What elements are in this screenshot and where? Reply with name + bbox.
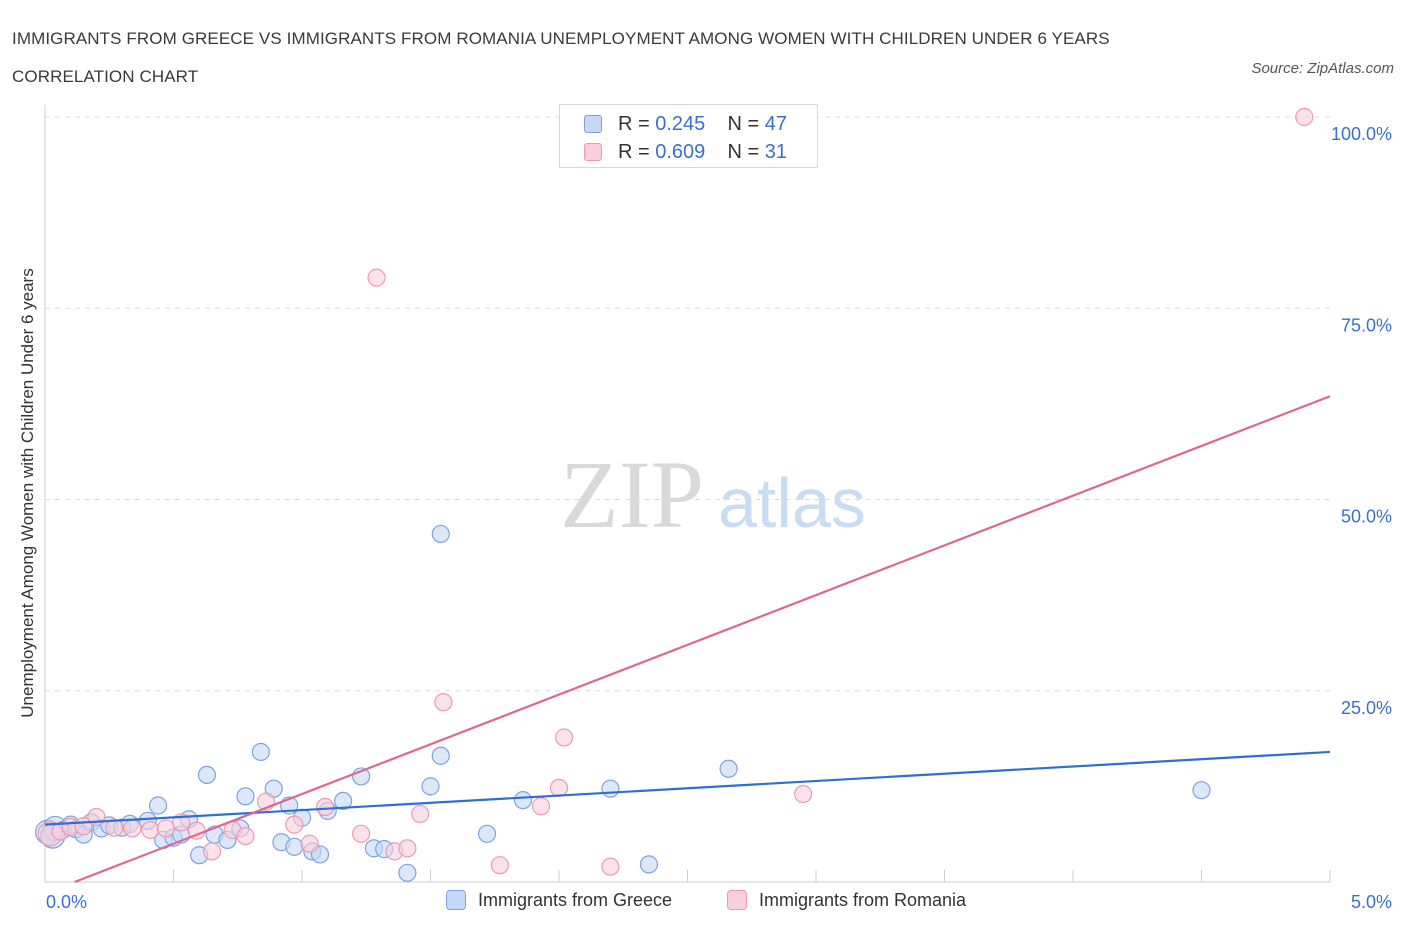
greece-point-45	[1192, 781, 1211, 800]
romania-point-30	[1295, 107, 1314, 127]
greece-point-36	[398, 863, 417, 882]
romania-point-27	[555, 728, 574, 747]
greece-point-43	[639, 855, 659, 874]
romania-point-6	[123, 819, 142, 838]
legend-item-greece: Immigrants from Greece	[446, 890, 672, 911]
legend-text-romania: R = 0.609 N = 31	[618, 138, 787, 166]
romania-point-7	[141, 820, 160, 840]
greece-point-12	[148, 796, 168, 815]
legend-swatch-greece	[584, 115, 602, 133]
greece-point-41	[513, 791, 533, 810]
romania-point-28	[601, 857, 620, 876]
x-tick-label-1: 5.0%	[1351, 892, 1392, 912]
grid-lines	[45, 116, 1330, 692]
greece-point-18	[197, 765, 217, 785]
x-tick-label-0: 0.0%	[46, 892, 87, 912]
greece-point-40	[477, 824, 497, 843]
watermark-atlas: atlas	[718, 464, 866, 542]
romania-point-25	[531, 797, 551, 816]
tick-labels: 25.0% 50.0% 75.0% 100.0% 0.0% 5.0%	[46, 124, 1392, 912]
legend-label-romania: Immigrants from Romania	[759, 890, 967, 910]
legend-swatch-greece	[446, 890, 466, 910]
y-tick-label-3: 100.0%	[1331, 124, 1392, 144]
y-tick-label-0: 25.0%	[1341, 698, 1392, 718]
chart-title: IMMIGRANTS FROM GREECE VS IMMIGRANTS FRO…	[12, 29, 1110, 86]
romania-point-8	[156, 819, 175, 838]
chart-source: Source: ZipAtlas.com	[1251, 60, 1394, 77]
romania-point-11	[202, 842, 222, 861]
watermark: ZIP atlas	[560, 441, 866, 548]
romania-point-13	[236, 826, 255, 846]
trend-lines	[44, 395, 1331, 884]
series-romania-points	[37, 107, 1314, 876]
greece-point-23	[251, 742, 270, 762]
greece-point-37	[421, 777, 440, 796]
r-value: 0.609	[655, 141, 706, 163]
greece-point-22	[236, 787, 255, 806]
legend-item-romania: Immigrants from Romania	[727, 890, 966, 911]
greece-point-38	[431, 746, 450, 765]
r-value: 0.245	[655, 113, 706, 135]
romania-point-23	[434, 693, 453, 712]
y-tick-label-1: 50.0%	[1341, 507, 1392, 527]
romania-point-18	[352, 824, 371, 843]
romania-point-17	[316, 797, 335, 817]
greece-point-42	[601, 779, 620, 798]
n-label: N =	[727, 113, 760, 135]
watermark-zip: ZIP	[560, 441, 704, 548]
greece-point-44	[719, 759, 738, 778]
y-tick-label-2: 75.0%	[1341, 315, 1392, 335]
romania-point-24	[490, 856, 509, 875]
greece-point-39	[431, 524, 450, 544]
r-label: R =	[618, 141, 650, 163]
legend-swatch-romania	[584, 143, 602, 161]
greece-point-27	[285, 837, 304, 856]
romania-point-19	[367, 268, 386, 287]
legend-text-greece: R = 0.245 N = 47	[618, 110, 787, 138]
romania-trend-line	[74, 395, 1331, 884]
romania-point-26	[549, 778, 569, 798]
legend-label-greece: Immigrants from Greece	[478, 890, 673, 910]
romania-point-21	[398, 839, 417, 858]
romania-point-5	[105, 818, 124, 837]
axes	[44, 105, 1331, 883]
n-value: 47	[764, 113, 788, 135]
n-label: N =	[727, 141, 760, 163]
romania-point-22	[411, 804, 430, 824]
legend-swatch-romania	[727, 890, 747, 910]
n-value: 31	[764, 141, 788, 163]
correlation-legend: R = 0.245 N = 47 R = 0.609 N = 31	[559, 104, 818, 168]
romania-point-15	[285, 815, 304, 834]
r-label: R =	[618, 113, 650, 135]
greece-point-32	[334, 791, 353, 811]
romania-point-16	[300, 834, 319, 853]
romania-point-29	[794, 784, 813, 804]
greece-trend-line	[44, 750, 1331, 826]
